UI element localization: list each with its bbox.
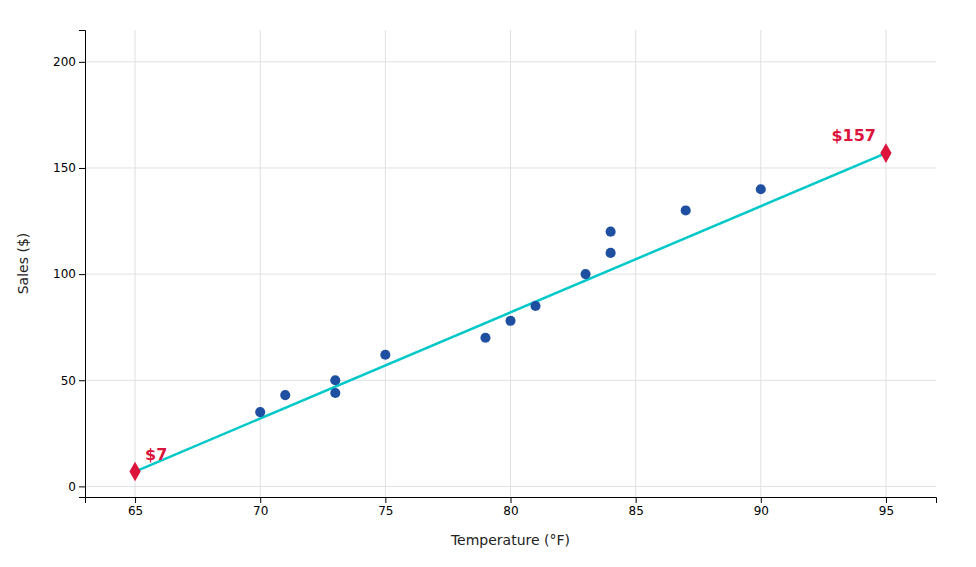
scatter-point bbox=[756, 184, 766, 194]
tick-label: 85 bbox=[629, 504, 644, 518]
grid-line-y bbox=[85, 61, 936, 62]
tick: 75 bbox=[378, 497, 393, 518]
y-axis: 0 50 100 150 200 bbox=[53, 31, 85, 498]
tick-label: 200 bbox=[53, 55, 76, 69]
tick-label: 65 bbox=[128, 504, 143, 518]
data-label: $157 bbox=[831, 126, 876, 145]
tick-label: 150 bbox=[53, 161, 76, 175]
tick-mark bbox=[511, 497, 512, 503]
tick-label: 80 bbox=[503, 504, 518, 518]
tick: 200 bbox=[53, 55, 85, 69]
grid-line-x bbox=[135, 30, 136, 497]
grid-line-y bbox=[85, 380, 936, 381]
regression-line bbox=[135, 153, 886, 471]
grid-line-y bbox=[85, 486, 936, 487]
scatter-point bbox=[330, 388, 340, 398]
grid-line-x bbox=[635, 30, 636, 497]
scatter-point bbox=[330, 375, 340, 385]
chart: 65 70 75 80 85 90 95 0 50 100 150 200 Temperature (°… bbox=[0, 0, 976, 567]
tick: 85 bbox=[629, 497, 644, 518]
grid-line-y bbox=[85, 167, 936, 168]
tick-label: 0 bbox=[68, 480, 76, 494]
scatter-point bbox=[505, 316, 515, 326]
data-label: $7 bbox=[145, 445, 167, 464]
x-axis: 65 70 75 80 85 90 95 bbox=[86, 497, 937, 518]
grid-line-x bbox=[260, 30, 261, 497]
tick-mark bbox=[79, 486, 85, 487]
tick-label: 70 bbox=[253, 504, 268, 518]
tick-mark bbox=[886, 497, 887, 503]
tick: 150 bbox=[53, 161, 85, 175]
x-axis-title: Temperature (°F) bbox=[450, 532, 570, 548]
scatter-point bbox=[681, 205, 691, 215]
tick-mark bbox=[79, 168, 85, 169]
tick-mark bbox=[385, 497, 386, 503]
scatter-point bbox=[581, 269, 591, 279]
tick: 90 bbox=[754, 497, 769, 518]
grid bbox=[85, 30, 936, 497]
tick-mark bbox=[135, 497, 136, 503]
axis-line bbox=[79, 31, 86, 498]
tick-mark bbox=[260, 497, 261, 503]
tick-label: 100 bbox=[53, 267, 76, 281]
grid-line-x bbox=[760, 30, 761, 497]
tick: 70 bbox=[253, 497, 268, 518]
predicted-point bbox=[129, 462, 140, 482]
tick-mark bbox=[79, 62, 85, 63]
predicted-point bbox=[880, 143, 891, 163]
tick: 80 bbox=[503, 497, 518, 518]
grid-line-y bbox=[85, 274, 936, 275]
scatter-point bbox=[380, 350, 390, 360]
plot-area bbox=[129, 143, 891, 481]
tick-label: 50 bbox=[61, 374, 76, 388]
scatter-point bbox=[530, 301, 540, 311]
tick: 65 bbox=[128, 497, 143, 518]
scatter-point bbox=[280, 390, 290, 400]
tick: 50 bbox=[61, 374, 85, 388]
tick-mark bbox=[79, 380, 85, 381]
tick-label: 75 bbox=[378, 504, 393, 518]
grid-line-x bbox=[885, 30, 886, 497]
grid-line-x bbox=[385, 30, 386, 497]
scatter-point bbox=[480, 333, 490, 343]
scatter-point bbox=[606, 227, 616, 237]
tick-label: 95 bbox=[879, 504, 894, 518]
y-axis-title: Sales ($) bbox=[15, 233, 31, 295]
tick-label: 90 bbox=[754, 504, 769, 518]
scatter-point bbox=[255, 407, 265, 417]
axis-line bbox=[86, 498, 937, 504]
tick: 95 bbox=[879, 497, 894, 518]
tick-mark bbox=[636, 497, 637, 503]
tick: 100 bbox=[53, 267, 85, 281]
tick-mark bbox=[79, 274, 85, 275]
tick-mark bbox=[761, 497, 762, 503]
tick: 0 bbox=[68, 480, 85, 494]
scatter-point bbox=[606, 248, 616, 258]
grid-line-x bbox=[510, 30, 511, 497]
data-labels: $7 $157 bbox=[145, 126, 876, 463]
